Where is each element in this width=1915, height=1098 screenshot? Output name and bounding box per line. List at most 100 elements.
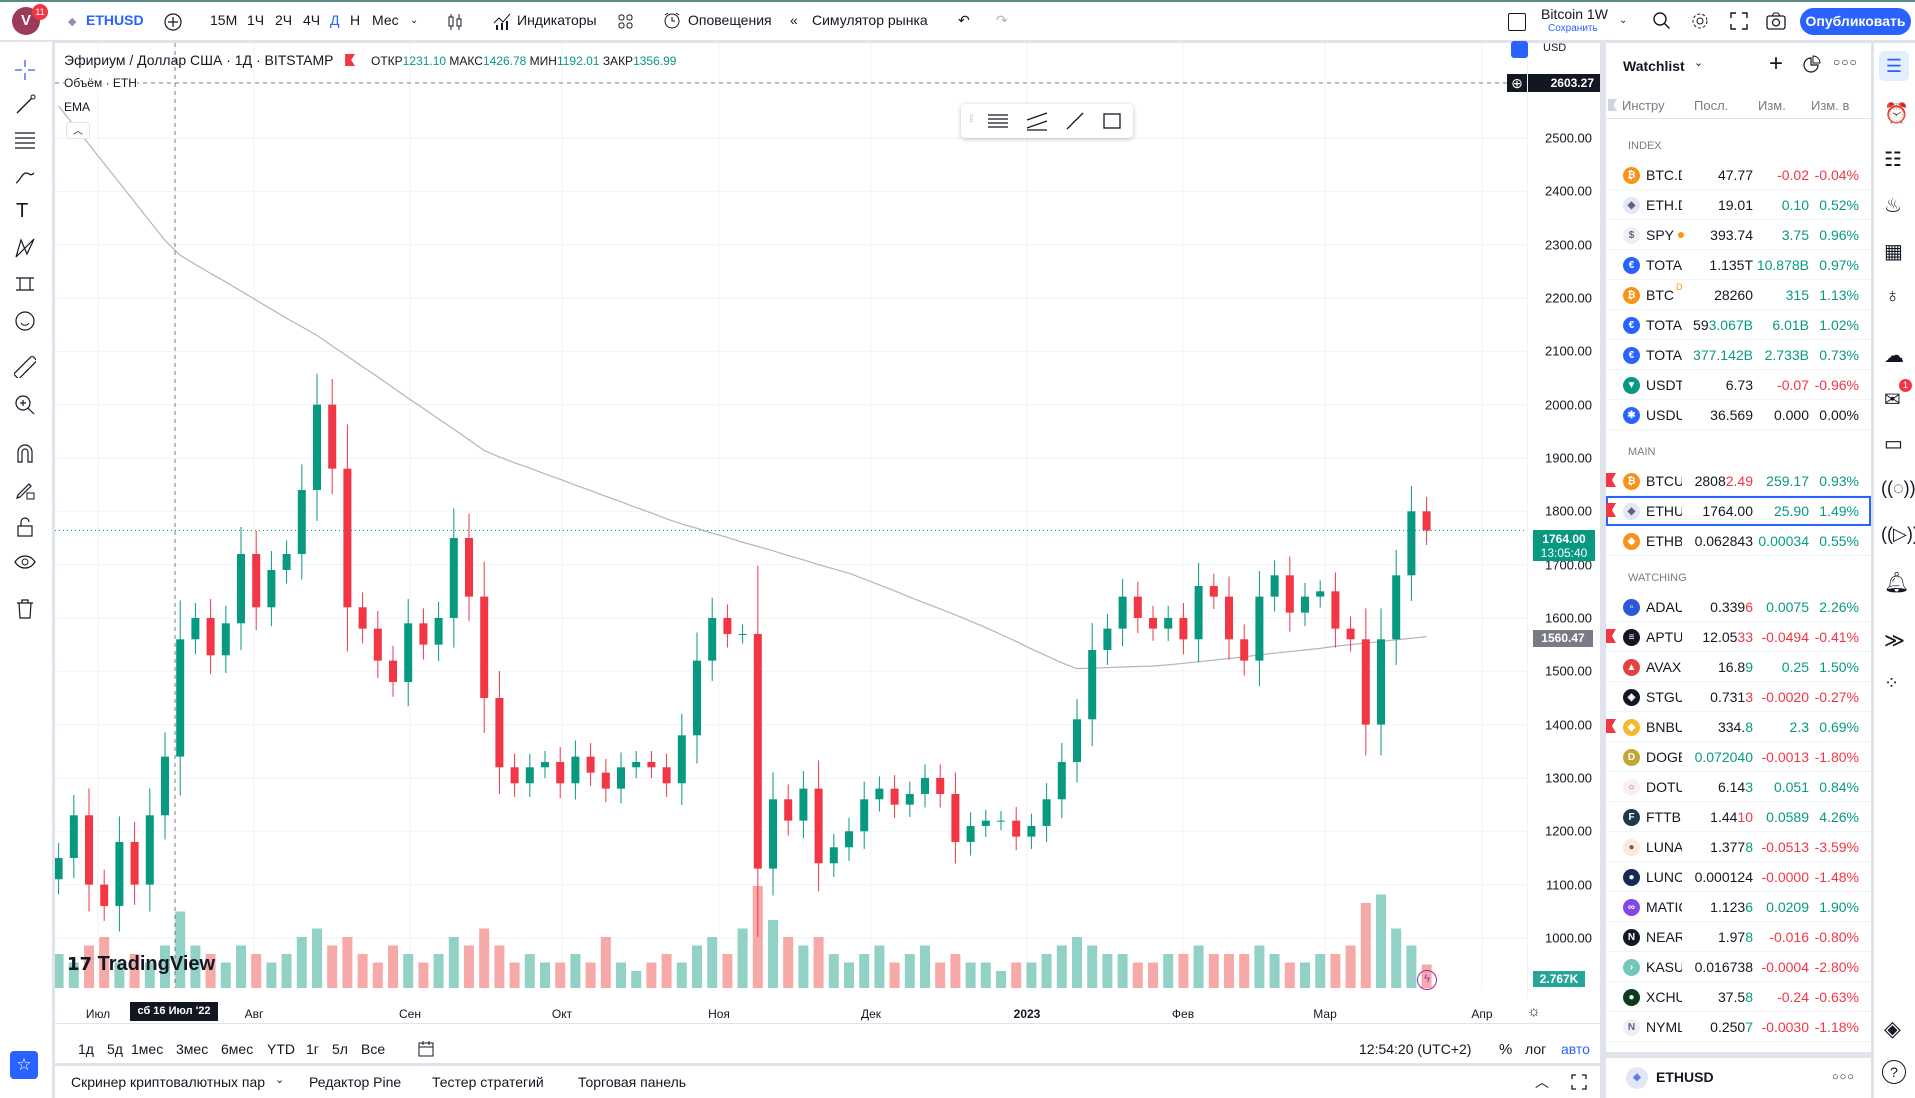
volume-legend[interactable]: Объём · ETH [64, 76, 137, 90]
emoji-icon[interactable] [14, 310, 36, 332]
camera-icon[interactable] [1766, 12, 1786, 30]
watchlist-title[interactable]: Watchlist [1623, 58, 1685, 74]
watchlist-row[interactable]: ◈ STGU 0.7313 -0.0020 -0.27% [1606, 682, 1871, 712]
text-icon[interactable]: T [16, 200, 29, 222]
collapse-panel-chevron-up-icon[interactable]: ︿ [1535, 1074, 1549, 1090]
undo-icon[interactable]: ↶ [958, 12, 970, 28]
watchlist-row[interactable]: ◆ ETH.D 19.01 0.10 0.52% [1606, 190, 1871, 220]
collapse-legend-button[interactable]: ︿ [66, 122, 90, 139]
range-3m[interactable]: 3мес [176, 1041, 209, 1057]
watchlist-row[interactable]: › KASU 0.016738 -0.0004 -2.80% [1606, 952, 1871, 982]
add-symbol-plus-icon[interactable]: + [1769, 50, 1784, 77]
watchlist-row[interactable]: ○ DOTU 6.143 0.051 0.84% [1606, 772, 1871, 802]
range-5y[interactable]: 5л [332, 1041, 348, 1057]
interval-1w[interactable]: Н [350, 12, 361, 28]
watchlist-row[interactable]: ▼ USDT. 6.73 -0.07 -0.96% [1606, 370, 1871, 400]
watchlist-row[interactable]: $ SPY 393.74 3.75 0.96% [1606, 220, 1871, 250]
tab-pine-editor[interactable]: Редактор Pine [309, 1074, 402, 1090]
row-flag-icon[interactable] [1606, 503, 1616, 517]
magnet-icon[interactable] [14, 442, 36, 464]
column-change[interactable]: Изм. [1758, 98, 1786, 113]
chart-settings-gear-icon[interactable]: ☼ [1527, 1003, 1541, 1020]
watchlist-row[interactable]: ● XCHU 37.58 -0.24 -0.63% [1606, 982, 1871, 1012]
gear-icon[interactable] [1690, 11, 1710, 31]
lock-icon[interactable] [14, 516, 36, 538]
layout-square-icon[interactable] [1508, 13, 1526, 31]
price-axis[interactable] [1527, 43, 1600, 998]
watchlist-row[interactable]: ● LUNC 0.000124 -0.0000 -1.48% [1606, 862, 1871, 892]
tab-trading-panel[interactable]: Торговая панель [578, 1074, 687, 1090]
watchlist-row[interactable]: ≡ APTU 12.0533 -0.0494 -0.41% [1606, 622, 1871, 652]
watchlist-row[interactable]: ● LUNA 1.3778 -0.0513 -3.59% [1606, 832, 1871, 862]
compare-symbol-icon[interactable] [163, 12, 183, 32]
minds-chat-cloud-icon[interactable]: ☁ [1884, 345, 1904, 367]
row-flag-icon[interactable] [1606, 719, 1616, 733]
symbol-details-footer[interactable]: ◆ ETHUSD ○○○ [1606, 1052, 1871, 1098]
watchlist-row[interactable]: € TOTAL 593.067B 6.01B 1.02% [1606, 310, 1871, 340]
section-header[interactable]: WATCHING [1628, 572, 1687, 584]
lock-drawing-pencil-icon[interactable] [14, 479, 36, 501]
publish-button[interactable]: Опубликовать [1800, 8, 1911, 35]
auto-scale-toggle[interactable]: авто [1561, 1041, 1590, 1057]
ideas-lightbulb-icon[interactable]: ♁ [1885, 285, 1900, 307]
object-tree-icon[interactable]: ⁘ [1884, 673, 1900, 693]
watchlist-row[interactable]: N NEAR 1.978 -0.016 -0.80% [1606, 922, 1871, 952]
row-flag-icon[interactable] [1606, 629, 1616, 643]
dom-icon[interactable]: ≫ [1884, 630, 1905, 652]
watchlist-icon[interactable]: ☰ [1879, 51, 1909, 81]
watchlist-chevron-down-icon[interactable]: ⌄ [1694, 57, 1704, 69]
watchlist-row[interactable]: D DOGE 0.072040 -0.0013 -1.80% [1606, 742, 1871, 772]
watchlist-row[interactable]: ✱ USDU 36.569 0.000 0.00% [1606, 400, 1871, 430]
trend-line-icon[interactable] [14, 94, 36, 116]
chart-pane[interactable]: Эфириум / Доллар США · 1Д · BITSTAMP ОТК… [55, 41, 1600, 1063]
interval-4h[interactable]: 4Ч [303, 12, 321, 28]
live-stream-icon[interactable]: ((▷)) [1881, 524, 1915, 544]
horizontal-lines-icon[interactable] [986, 110, 1010, 132]
column-symbol[interactable]: Инстру [1622, 98, 1665, 113]
ema-legend[interactable]: EMA [64, 100, 91, 114]
watchlist-row[interactable]: ▲ AVAXU 16.89 0.25 1.50% [1606, 652, 1871, 682]
price-chart[interactable] [55, 43, 1600, 993]
ruler-icon[interactable] [14, 356, 36, 378]
tab-crypto-screener[interactable]: Скринер криптовалютных пар [71, 1074, 266, 1090]
favorites-star-button[interactable]: ☆ [10, 1051, 38, 1079]
range-ytd[interactable]: YTD [267, 1041, 295, 1057]
lightning-icon[interactable]: ϟ [1417, 970, 1437, 990]
auto-fit-button[interactable] [1511, 41, 1528, 58]
column-last[interactable]: Посл. [1694, 98, 1729, 113]
save-layout-button[interactable]: Сохранить [1548, 23, 1598, 34]
layers-icon[interactable]: ◈ [1884, 1016, 1901, 1041]
clock-timezone[interactable]: 12:54:20 (UTC+2) [1359, 1041, 1472, 1057]
alarm-clock-icon[interactable] [662, 11, 682, 31]
interval-1m[interactable]: Мес [372, 12, 399, 28]
prediction-icon[interactable] [14, 273, 36, 295]
maximize-panel-icon[interactable] [1571, 1074, 1587, 1090]
indicators-button[interactable]: Индикаторы [517, 12, 597, 28]
watchlist-row[interactable]: ₿ BTC.D 47.77 -0.02 -0.04% [1606, 160, 1871, 190]
currency-selector[interactable]: USD [1543, 42, 1567, 54]
watchlist-row[interactable]: ◆ ETHU 1764.00 25.90 1.49% [1606, 496, 1871, 526]
watchlist-more-icon[interactable]: ○○○ [1833, 55, 1858, 69]
notifications-bell-icon[interactable]: 🔔︎ [1884, 572, 1910, 594]
range-1d[interactable]: 1д [78, 1041, 94, 1057]
range-all[interactable]: Все [361, 1041, 386, 1057]
watchlist-row[interactable]: ∞ MATIC 1.1236 0.0209 1.90% [1606, 892, 1871, 922]
range-1y[interactable]: 1г [306, 1041, 319, 1057]
interval-1d[interactable]: Д [330, 12, 340, 28]
column-change-percent[interactable]: Изм. в [1811, 98, 1850, 113]
chats-icon[interactable]: ✉ [1884, 389, 1901, 411]
log-scale-toggle[interactable]: лог [1525, 1041, 1547, 1057]
candles-chart-type-icon[interactable] [446, 12, 464, 32]
symbol-search-button[interactable]: ETHUSD [86, 12, 144, 28]
section-header[interactable]: INDEX [1628, 140, 1662, 152]
search-icon[interactable] [1652, 11, 1672, 31]
layout-chevron-down-icon[interactable]: ⌄ [1619, 15, 1628, 26]
fullscreen-icon[interactable] [1730, 12, 1748, 30]
templates-grid-icon[interactable] [617, 13, 635, 31]
range-5d[interactable]: 5д [107, 1041, 123, 1057]
tradingview-logo[interactable]: 𝟭𝟳 TradingView [67, 953, 215, 976]
pie-chart-icon[interactable] [1801, 55, 1821, 75]
data-window-icon[interactable]: ☷ [1884, 149, 1902, 171]
eye-icon[interactable] [14, 551, 36, 573]
